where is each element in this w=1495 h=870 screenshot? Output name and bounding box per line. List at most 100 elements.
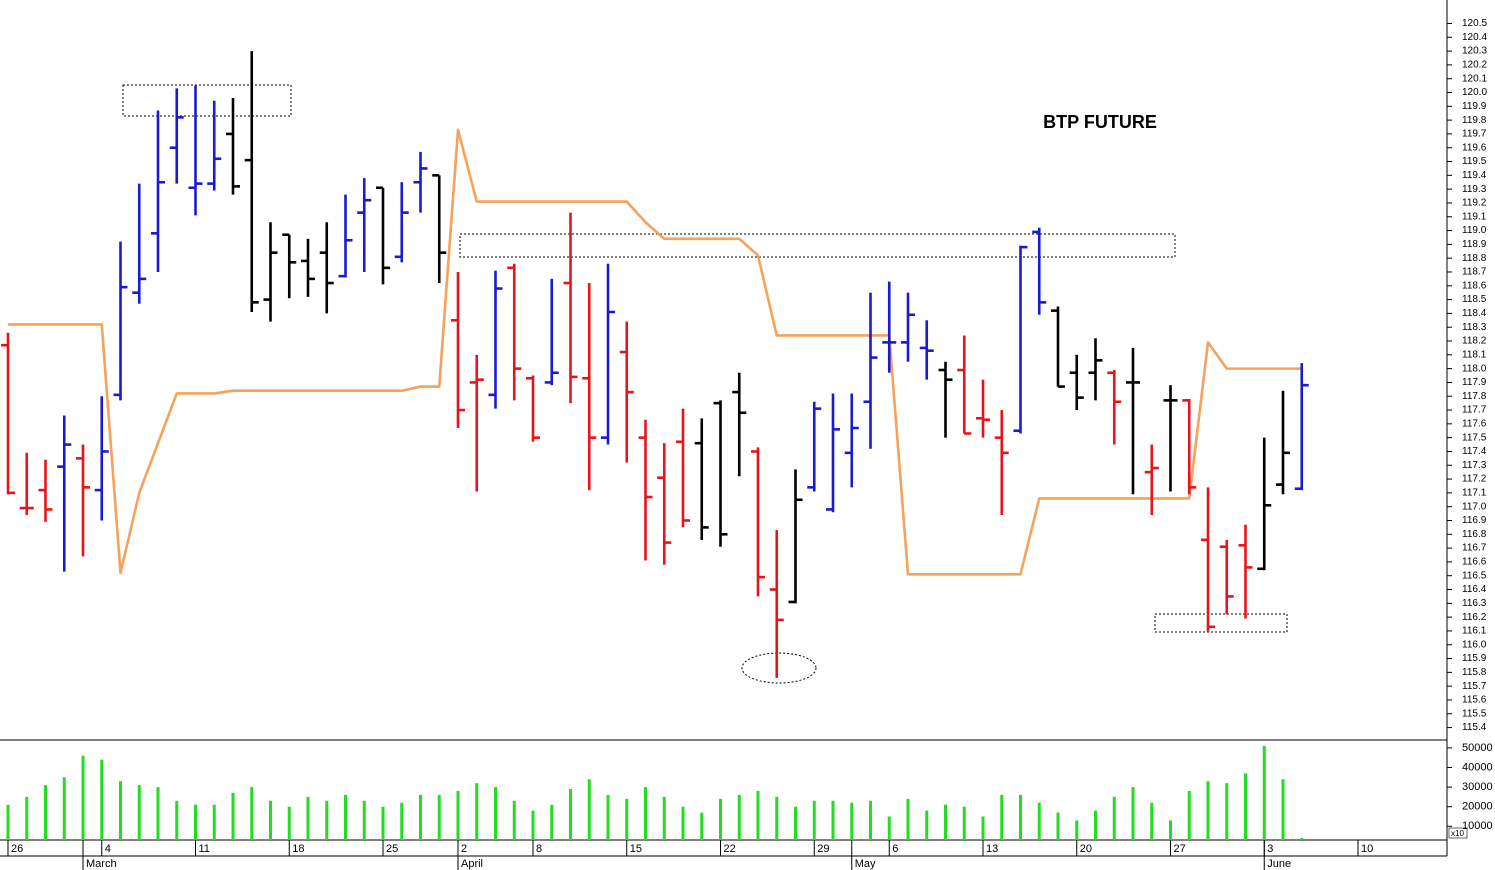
volume-bar	[812, 800, 816, 840]
x-tick-label: 26	[11, 843, 23, 855]
volume-bar	[62, 777, 66, 840]
volume-bar	[419, 794, 422, 840]
y-tick-label: 118.5	[1462, 294, 1487, 305]
y-tick-label: 10000	[1462, 820, 1493, 832]
volume-bar	[6, 804, 10, 840]
y-tick-label: 116.7	[1462, 543, 1487, 554]
volume-bar	[1112, 796, 1116, 840]
y-tick-label: 115.4	[1462, 722, 1487, 733]
y-tick-label: 116.5	[1462, 570, 1487, 581]
y-tick-label: 116.6	[1462, 557, 1487, 568]
x-tick-label: 29	[817, 843, 829, 855]
volume-bar	[737, 794, 741, 840]
volume-bar	[119, 781, 122, 840]
y-tick-label: 120.5	[1462, 18, 1487, 29]
volume-bar	[794, 806, 797, 840]
volume-bar	[175, 800, 179, 840]
volume-bar	[212, 804, 216, 840]
volume-bar	[1169, 820, 1172, 840]
volume-bar	[1094, 810, 1097, 840]
volume-bar	[475, 783, 479, 840]
volume-bar	[81, 755, 85, 840]
volume-bar	[606, 794, 610, 840]
y-tick-label: 120.4	[1462, 32, 1487, 43]
y-tick-label: 117.1	[1462, 488, 1487, 499]
x-tick-label: 18	[292, 843, 304, 855]
y-tick-label: 116.3	[1462, 598, 1487, 609]
x-tick-label: 15	[630, 843, 642, 855]
volume-bar	[644, 787, 647, 840]
y-tick-label: 118.8	[1462, 253, 1487, 264]
volume-bar	[1131, 787, 1135, 840]
y-tick-label: 119.5	[1462, 156, 1487, 167]
volume-bar	[456, 791, 460, 840]
y-tick-label: 116.8	[1462, 529, 1487, 540]
x-tick-label: 11	[199, 843, 210, 855]
x-tick-label: 8	[536, 843, 542, 855]
volume-bar	[1206, 781, 1210, 840]
y-tick-label: 115.5	[1462, 708, 1487, 719]
volume-bar	[400, 802, 404, 840]
y-tick-label: 120.0	[1462, 87, 1487, 98]
volume-bar	[587, 779, 591, 840]
volume-bar	[137, 785, 141, 840]
y-tick-label: 116.2	[1462, 612, 1487, 623]
volume-bar	[194, 804, 197, 840]
volume-bar	[1300, 838, 1304, 840]
volume-bar	[44, 785, 47, 840]
annotation-box	[459, 233, 1176, 258]
x-tick-label: 27	[1174, 843, 1186, 855]
volume-bar	[156, 787, 160, 840]
x-tick-label: 20	[1080, 843, 1092, 855]
x-tick-label: 3	[1267, 843, 1273, 855]
month-label: April	[461, 858, 483, 870]
x-tick-label: 13	[986, 843, 998, 855]
x-tick-label: 22	[724, 843, 736, 855]
y-tick-label: 117.5	[1462, 432, 1487, 443]
volume-bar	[700, 812, 704, 840]
annotation-box	[122, 84, 292, 117]
y-tick-label: 116.1	[1462, 626, 1487, 637]
volume-bar	[100, 759, 104, 840]
y-tick-label: 118.0	[1462, 363, 1487, 374]
y-tick-label: 116.0	[1462, 639, 1487, 650]
y-tick-label: 119.2	[1462, 198, 1487, 209]
y-tick-label: 117.7	[1462, 405, 1487, 416]
annotation-box	[1154, 613, 1288, 633]
y-tick-label: 116.9	[1462, 515, 1487, 526]
y-tick-label: 119.6	[1462, 142, 1487, 153]
volume-bar	[719, 798, 722, 840]
y-tick-label: 50000	[1462, 742, 1493, 754]
volume-bar	[756, 791, 760, 840]
volume-bar	[1075, 820, 1079, 840]
y-tick-label: 20000	[1462, 801, 1493, 813]
volume-bar	[1187, 791, 1191, 840]
volume-bar	[250, 787, 254, 840]
volume-bar	[531, 810, 535, 840]
volume-bar	[306, 796, 310, 840]
volume-bar	[325, 800, 329, 840]
y-tick-label: 118.2	[1462, 336, 1487, 347]
volume-bar	[381, 806, 385, 840]
volume-bar	[25, 796, 29, 840]
volume-bar	[831, 800, 835, 840]
volume-bar	[344, 794, 347, 840]
y-tick-label: 117.8	[1462, 391, 1487, 402]
volume-bar	[1262, 745, 1266, 840]
volume-bar	[1019, 794, 1022, 840]
volume-bar	[981, 816, 985, 840]
y-tick-label: 119.9	[1462, 101, 1487, 112]
volume-bar	[869, 800, 872, 840]
volume-bar	[287, 806, 291, 840]
volume-bar	[906, 798, 910, 840]
volume-bar	[1056, 812, 1060, 840]
y-tick-label: 30000	[1462, 781, 1493, 793]
month-label: March	[86, 858, 117, 870]
y-tick-label: 119.7	[1462, 129, 1487, 140]
volume-bar	[887, 816, 891, 840]
y-tick-label: 118.6	[1462, 280, 1487, 291]
x-tick-label: 4	[105, 843, 111, 855]
y-tick-label: 119.3	[1462, 184, 1487, 195]
y-tick-label: 117.3	[1462, 460, 1487, 471]
